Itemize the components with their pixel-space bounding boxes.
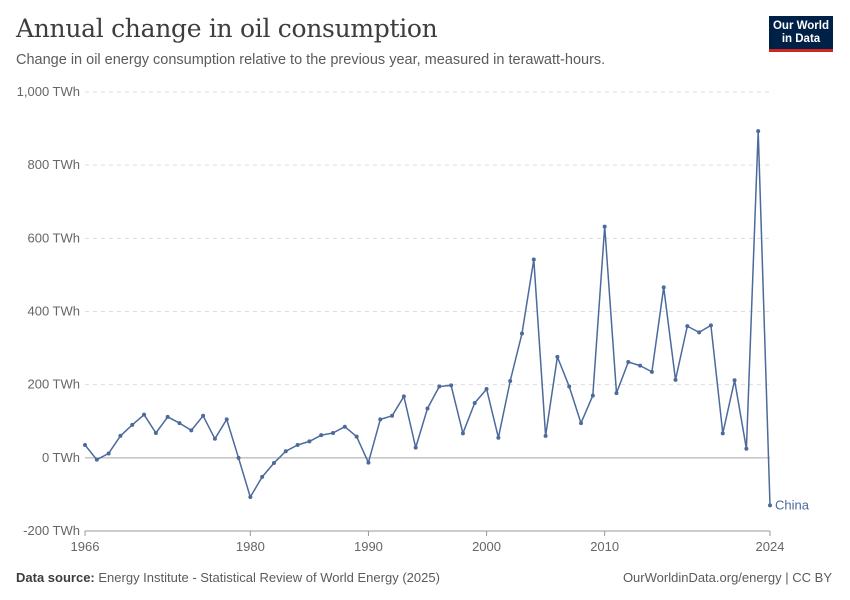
data-point[interactable] bbox=[543, 433, 548, 438]
data-point[interactable] bbox=[579, 421, 584, 426]
data-point[interactable] bbox=[449, 383, 454, 388]
data-point[interactable] bbox=[130, 422, 135, 427]
logo-line-1: Our World bbox=[772, 20, 829, 32]
data-point[interactable] bbox=[685, 324, 690, 329]
data-point[interactable] bbox=[106, 451, 111, 456]
x-tick-label: 1980 bbox=[236, 539, 265, 554]
y-tick-label: 1,000 TWh bbox=[17, 84, 80, 99]
data-point[interactable] bbox=[271, 460, 276, 465]
x-tick-label: 2024 bbox=[756, 539, 785, 554]
y-tick-label: 400 TWh bbox=[27, 304, 80, 319]
data-point[interactable] bbox=[165, 414, 170, 419]
y-tick-label: 600 TWh bbox=[27, 230, 80, 245]
data-point[interactable] bbox=[697, 330, 702, 335]
series-lines bbox=[84, 130, 771, 506]
grid-lines bbox=[85, 91, 770, 532]
y-tick-label: -200 TWh bbox=[23, 523, 80, 538]
data-point[interactable] bbox=[496, 435, 501, 440]
x-axis-labels: 1966 1980 1990 2000 2010 2024 bbox=[71, 531, 785, 554]
data-point[interactable] bbox=[94, 457, 99, 462]
data-point[interactable] bbox=[413, 445, 418, 450]
data-point[interactable] bbox=[744, 446, 749, 451]
data-point[interactable] bbox=[425, 406, 430, 411]
data-point[interactable] bbox=[602, 224, 607, 229]
data-point[interactable] bbox=[508, 379, 513, 384]
data-point[interactable] bbox=[118, 433, 123, 438]
data-point[interactable] bbox=[460, 431, 465, 436]
data-point[interactable] bbox=[708, 323, 713, 328]
data-point[interactable] bbox=[756, 129, 761, 134]
data-point[interactable] bbox=[260, 474, 265, 479]
data-point[interactable] bbox=[555, 354, 560, 359]
data-point[interactable] bbox=[366, 460, 371, 465]
x-tick-label: 1966 bbox=[71, 539, 100, 554]
data-point[interactable] bbox=[142, 412, 147, 417]
data-point[interactable] bbox=[590, 393, 595, 398]
x-tick-label: 2010 bbox=[590, 539, 619, 554]
data-point[interactable] bbox=[673, 377, 678, 382]
data-point[interactable] bbox=[732, 378, 737, 383]
data-point[interactable] bbox=[177, 421, 182, 426]
data-point[interactable] bbox=[472, 400, 477, 405]
logo-line-2: in Data bbox=[781, 33, 821, 45]
data-point[interactable] bbox=[354, 434, 359, 439]
data-point[interactable] bbox=[437, 384, 442, 389]
data-point[interactable] bbox=[295, 443, 300, 448]
data-point[interactable] bbox=[626, 359, 631, 364]
data-point[interactable] bbox=[201, 413, 206, 418]
data-point[interactable] bbox=[378, 417, 383, 422]
series-points bbox=[83, 129, 772, 508]
data-point[interactable] bbox=[768, 503, 772, 508]
chart-subtitle: Change in oil energy consumption relativ… bbox=[16, 52, 606, 68]
data-point[interactable] bbox=[720, 431, 725, 436]
data-point[interactable] bbox=[283, 449, 288, 454]
data-point[interactable] bbox=[401, 394, 406, 399]
y-tick-label: 200 TWh bbox=[27, 377, 80, 392]
y-tick-label: 800 TWh bbox=[27, 157, 80, 172]
series-labels: China bbox=[775, 497, 810, 512]
data-point[interactable] bbox=[83, 443, 87, 448]
credit-link[interactable]: OurWorldinData.org/energy | CC BY bbox=[622, 570, 832, 585]
data-point[interactable] bbox=[153, 430, 158, 435]
data-source-link[interactable]: Energy Institute - Statistical Review of… bbox=[98, 570, 440, 585]
x-tick-label: 1990 bbox=[354, 539, 383, 554]
data-point[interactable] bbox=[189, 428, 194, 433]
owid-logo[interactable]: Our World in Data bbox=[769, 16, 833, 52]
data-point[interactable] bbox=[638, 363, 643, 368]
chart-title: Annual change in oil consumption bbox=[16, 14, 438, 43]
data-point[interactable] bbox=[342, 424, 347, 429]
data-point[interactable] bbox=[649, 369, 654, 374]
data-point[interactable] bbox=[212, 436, 217, 441]
x-tick-label: 2000 bbox=[472, 539, 501, 554]
data-source-label: Data source: bbox=[16, 570, 95, 585]
data-point[interactable] bbox=[248, 494, 253, 499]
series-label-china[interactable]: China bbox=[775, 497, 810, 512]
data-point[interactable] bbox=[484, 387, 489, 392]
data-point[interactable] bbox=[661, 285, 666, 290]
data-point[interactable] bbox=[519, 331, 524, 336]
data-point[interactable] bbox=[331, 430, 336, 435]
data-point[interactable] bbox=[319, 433, 324, 438]
y-axis-labels: -200 TWh 0 TWh 200 TWh 400 TWh 600 TWh 800 TW… bbox=[17, 84, 80, 538]
data-point[interactable] bbox=[390, 413, 395, 418]
data-source: Data source: Energy Institute - Statisti… bbox=[16, 570, 440, 585]
data-point[interactable] bbox=[307, 439, 312, 444]
data-point[interactable] bbox=[567, 384, 572, 389]
data-point[interactable] bbox=[614, 391, 619, 396]
data-point[interactable] bbox=[224, 417, 229, 422]
series-line-china[interactable] bbox=[84, 130, 771, 506]
data-point[interactable] bbox=[236, 455, 241, 460]
y-tick-label: 0 TWh bbox=[42, 450, 80, 465]
data-point[interactable] bbox=[531, 257, 536, 262]
